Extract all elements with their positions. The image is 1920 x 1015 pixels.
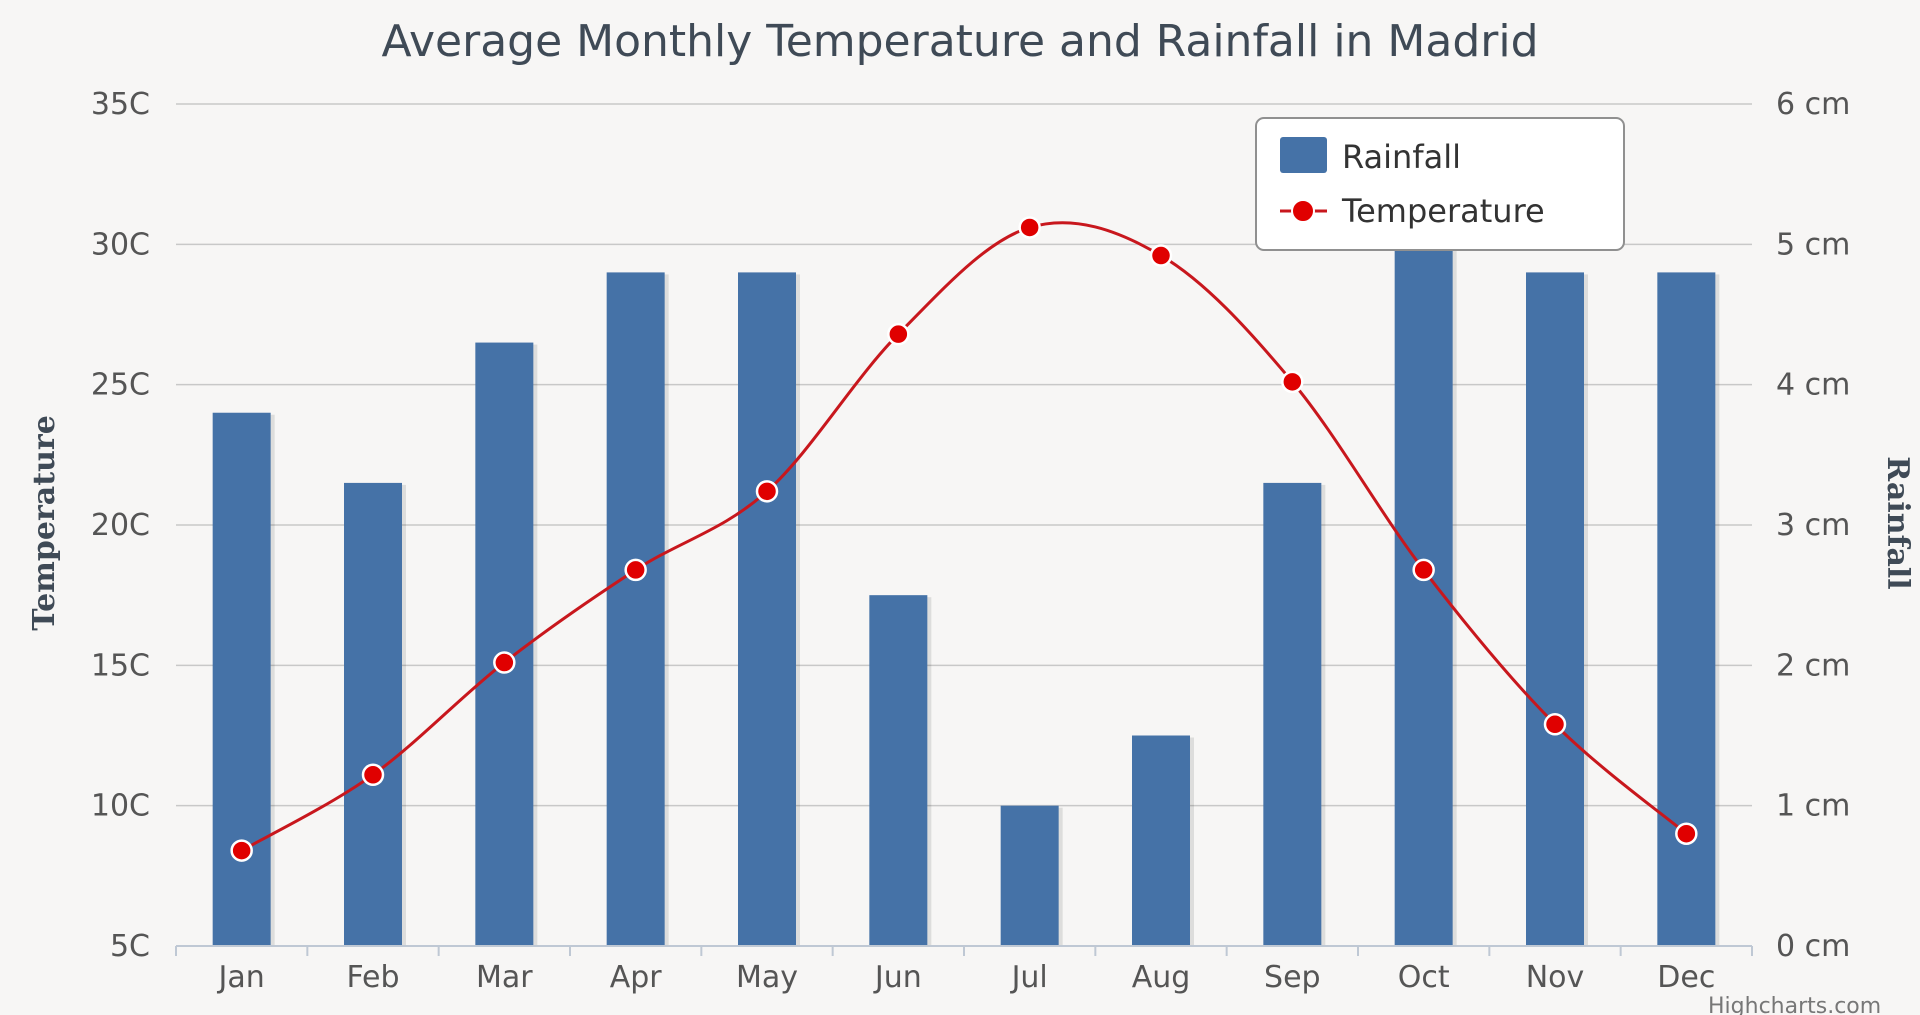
temperature-point[interactable] [1018, 216, 1041, 239]
legend-rainfall-swatch [1280, 137, 1327, 173]
temperature-point[interactable] [493, 651, 516, 674]
y-left-tick-label: 15C [91, 648, 150, 683]
y-right-tick-label: 2 cm [1776, 648, 1850, 683]
y-right-tick-label: 5 cm [1776, 227, 1850, 262]
y-left-tick-label: 10C [91, 789, 150, 824]
temperature-point[interactable] [624, 558, 647, 582]
rainfall-bar[interactable] [738, 272, 796, 946]
x-tick-label: Oct [1398, 960, 1450, 995]
rainfall-bar[interactable] [212, 412, 271, 946]
x-tick-label: Jul [1010, 960, 1048, 995]
temperature-point[interactable] [1675, 822, 1698, 845]
temperature-point[interactable] [1543, 713, 1567, 736]
x-axis: Jan Feb Mar Apr May Jun Jul Aug Sep Oct Nov Dec [175, 945, 1753, 995]
grid-lines [176, 103, 1752, 947]
temperature-point[interactable] [361, 763, 385, 787]
temperature-points [230, 216, 1698, 862]
rainfall-bars [212, 244, 1720, 947]
temperature-point[interactable] [1281, 370, 1304, 394]
rainfall-bar[interactable] [1526, 272, 1584, 946]
y-left-tick-label: 25C [91, 368, 150, 403]
legend[interactable]: Rainfall Temperature [1255, 117, 1625, 251]
temperature-axis: 5C 10C 15C 20C 25C 30C 35C [91, 87, 150, 964]
legend-temperature-marker [1291, 199, 1315, 223]
rainfall-bar[interactable] [606, 272, 665, 946]
rainfall-bar[interactable] [1263, 482, 1322, 946]
x-tick-label: Jan [217, 960, 265, 995]
temperature-point[interactable] [1149, 244, 1173, 267]
x-tick-label: May [736, 960, 798, 995]
x-tick-label: Aug [1132, 960, 1191, 995]
rainfall-bar[interactable] [869, 595, 928, 946]
rainfall-bar[interactable] [1132, 735, 1190, 947]
rainfall-bar[interactable] [1000, 805, 1059, 946]
x-tick-label: Jun [873, 960, 922, 995]
legend-temperature-label[interactable]: Temperature [1341, 192, 1545, 230]
y-right-tick-label: 0 cm [1776, 929, 1850, 964]
x-tick-label: Feb [346, 960, 399, 995]
temperature-point[interactable] [755, 480, 779, 503]
temperature-point[interactable] [887, 322, 910, 346]
legend-box [1255, 117, 1625, 251]
credits[interactable]: Highcharts.com [1708, 994, 1881, 1015]
rainfall-bar[interactable] [475, 342, 534, 947]
x-tick-label: Nov [1526, 960, 1585, 995]
temperature-point[interactable] [1412, 558, 1435, 582]
y-left-tick-label: 35C [91, 87, 150, 122]
y-left-tick-label: 20C [91, 508, 150, 543]
y-right-tick-label: 6 cm [1776, 87, 1850, 122]
x-tick-label: Sep [1264, 960, 1321, 995]
rainfall-bar[interactable] [344, 482, 402, 946]
y-right-tick-label: 1 cm [1776, 789, 1850, 824]
x-tick-label: Apr [610, 960, 663, 995]
temperature-point[interactable] [230, 839, 253, 862]
legend-rainfall-label[interactable]: Rainfall [1342, 138, 1461, 176]
x-tick-label: Mar [476, 960, 533, 995]
temperature-line [240, 221, 1688, 852]
x-tick-label: Dec [1657, 960, 1715, 995]
chart-title: Average Monthly Temperature and Rainfall… [381, 16, 1538, 67]
rainfall-axis: 0 cm 1 cm 2 cm 3 cm 4 cm 5 cm 6 cm [1776, 87, 1850, 964]
y-axis-left-title: Temperature [27, 415, 62, 631]
y-left-tick-label: 5C [110, 929, 150, 964]
y-left-tick-label: 30C [91, 227, 150, 262]
y-right-tick-label: 3 cm [1776, 508, 1850, 543]
y-axis-right-title: Rainfall [1880, 456, 1915, 589]
y-right-tick-label: 4 cm [1776, 368, 1850, 403]
